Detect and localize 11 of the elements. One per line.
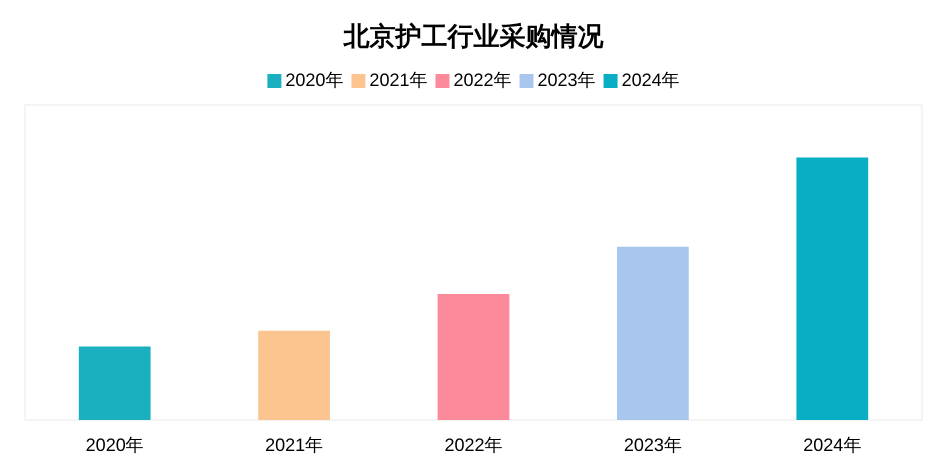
legend-label: 2022年 bbox=[453, 70, 512, 90]
legend-label: 2021年 bbox=[369, 70, 428, 90]
x-tick-label: 2022年 bbox=[444, 435, 503, 455]
legend-label: 2023年 bbox=[538, 70, 596, 90]
x-tick-label: 2024年 bbox=[803, 435, 862, 455]
chart-title: 北京护工行业采购情况 bbox=[342, 21, 604, 51]
legend-label: 2020年 bbox=[285, 70, 344, 90]
x-tick-label: 2020年 bbox=[86, 435, 144, 455]
x-tick-label: 2023年 bbox=[624, 435, 682, 455]
legend-label: 2024年 bbox=[622, 70, 680, 90]
x-tick-label: 2021年 bbox=[265, 435, 324, 455]
